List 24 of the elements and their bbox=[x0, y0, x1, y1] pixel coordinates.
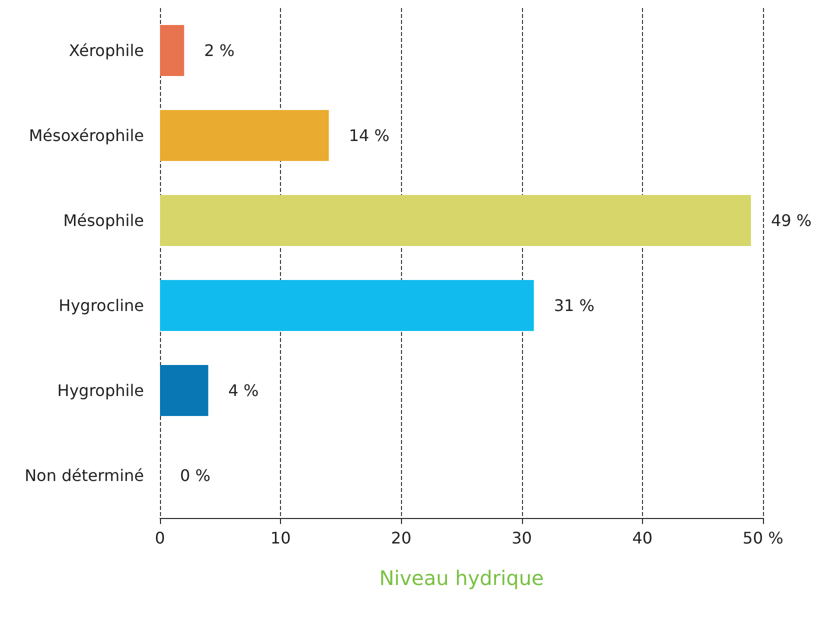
y-tick-label: Non déterminé bbox=[24, 466, 144, 485]
bar bbox=[160, 25, 184, 76]
bar bbox=[160, 195, 751, 246]
y-tick-label: Xérophile bbox=[68, 41, 144, 60]
data-label: 0 % bbox=[180, 466, 210, 485]
x-tick-label: 30 bbox=[512, 528, 532, 548]
y-tick-label: Mésophile bbox=[63, 211, 144, 230]
x-tick-label: 50 % bbox=[742, 528, 784, 548]
y-tick-label: Hygrophile bbox=[57, 381, 144, 400]
x-tick-label: 0 bbox=[154, 528, 166, 548]
data-label: 31 % bbox=[554, 296, 595, 315]
y-tick-label: Mésoxérophile bbox=[28, 126, 144, 145]
bar bbox=[160, 110, 329, 161]
data-label: 49 % bbox=[770, 211, 812, 230]
x-tick-label: 10 bbox=[270, 528, 291, 548]
x-tick-label: 20 bbox=[391, 528, 412, 548]
bar bbox=[160, 280, 534, 331]
y-tick-label: Hygrocline bbox=[58, 296, 144, 315]
data-label: 14 % bbox=[348, 126, 390, 145]
data-label: 2 % bbox=[204, 41, 235, 60]
x-tick-label: 40 bbox=[632, 528, 653, 548]
bar bbox=[160, 365, 208, 416]
data-label: 4 % bbox=[228, 381, 259, 400]
x-axis-title: Niveau hydrique bbox=[379, 566, 544, 590]
